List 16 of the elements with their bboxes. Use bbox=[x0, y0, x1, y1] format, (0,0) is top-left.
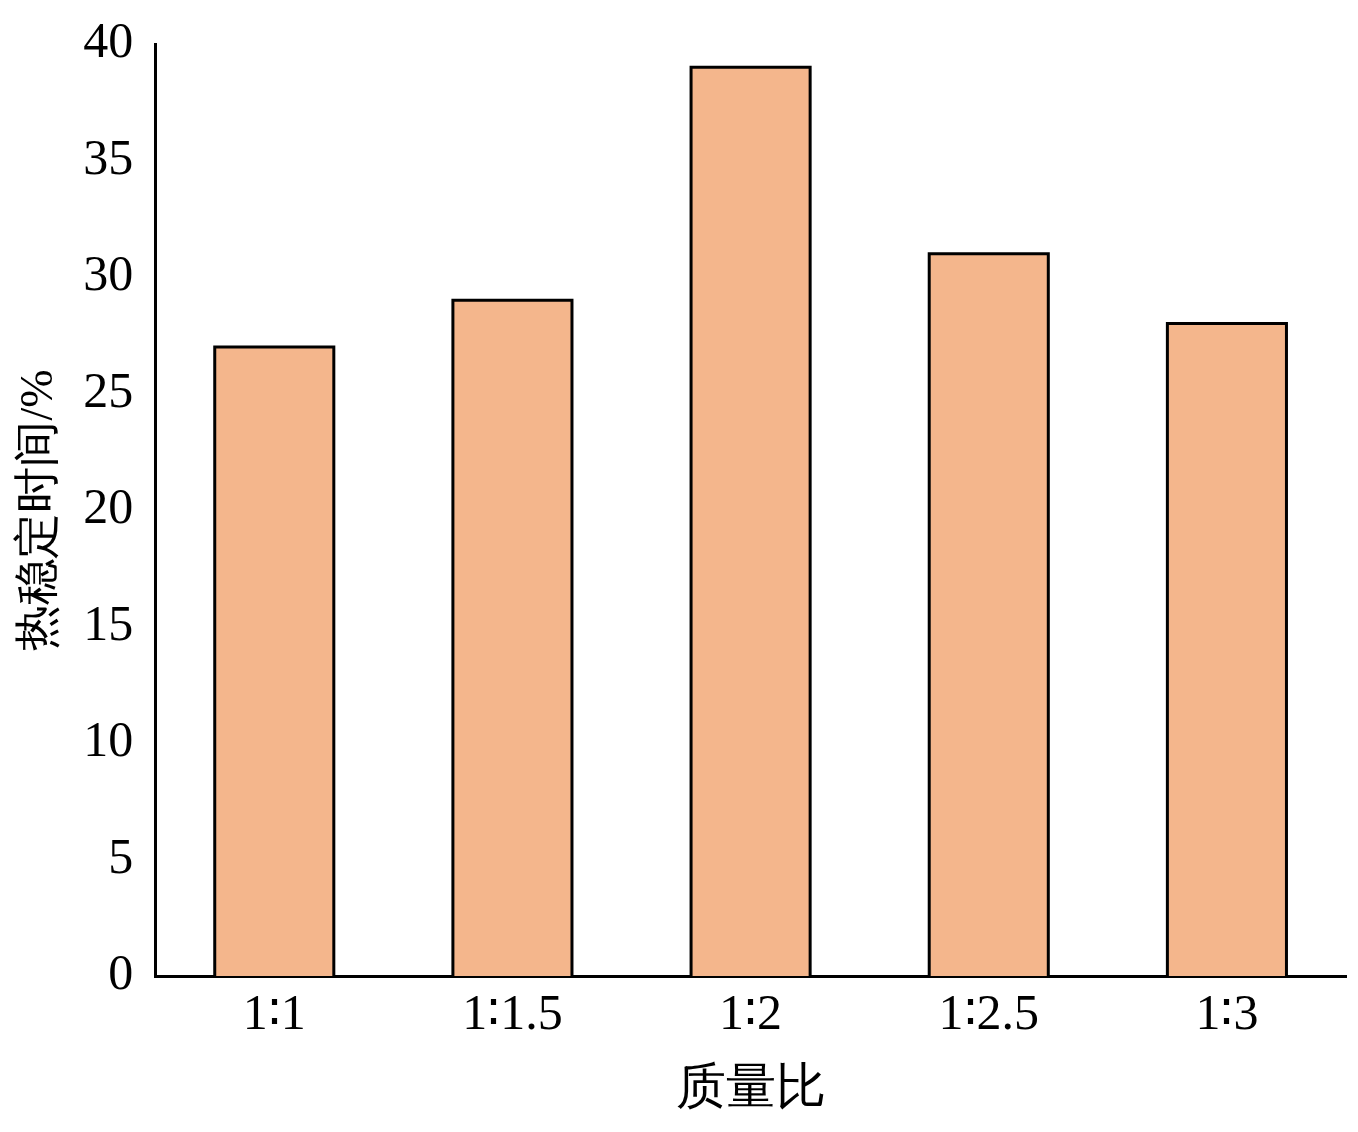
y-tick-label: 25 bbox=[83, 361, 134, 418]
x-tick-label: 1∶2 bbox=[719, 984, 783, 1041]
y-tick-label: 35 bbox=[83, 128, 134, 185]
x-tick-label: 1∶1.5 bbox=[462, 984, 563, 1041]
x-tick-label: 1∶2.5 bbox=[938, 984, 1040, 1041]
y-tick-label: 20 bbox=[83, 478, 134, 535]
y-tick-label: 0 bbox=[108, 944, 134, 1001]
y-axis-title: 热稳定时间/% bbox=[10, 369, 62, 651]
y-tick-label: 30 bbox=[83, 245, 134, 302]
y-tick-label: 5 bbox=[108, 827, 134, 884]
y-tick-label: 40 bbox=[83, 12, 134, 69]
x-tick-label: 1∶3 bbox=[1195, 984, 1259, 1041]
x-axis-title: 质量比 bbox=[675, 1058, 826, 1115]
y-tick-label: 10 bbox=[83, 711, 134, 768]
y-tick-label: 15 bbox=[83, 594, 134, 651]
x-tick-label: 1∶1 bbox=[242, 984, 306, 1041]
